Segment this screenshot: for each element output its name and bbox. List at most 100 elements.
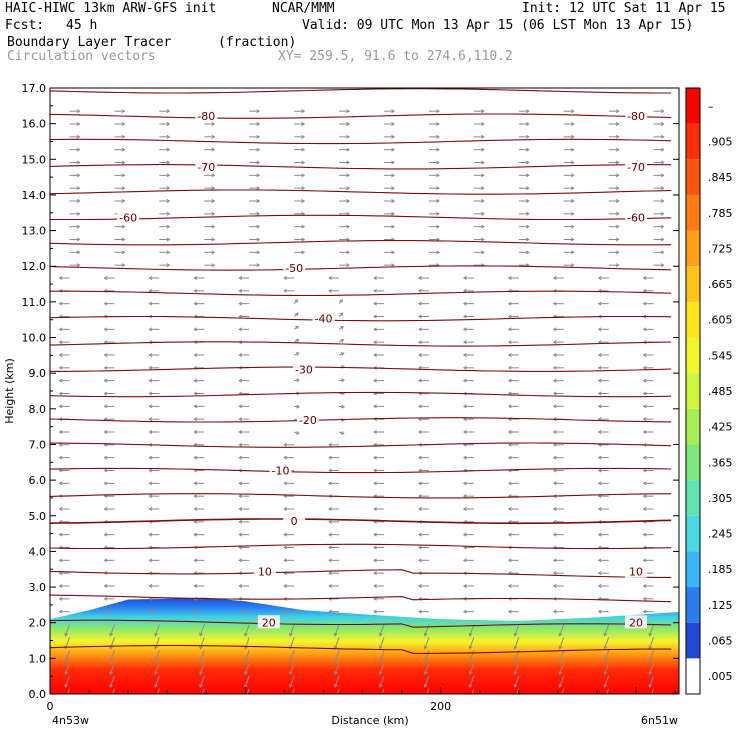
vector-arrowhead [166, 109, 171, 114]
vector-arrowhead [436, 173, 440, 178]
vector-arrowhead [58, 353, 63, 357]
vector-arrowhead [76, 263, 81, 268]
vector-arrowhead [238, 584, 243, 588]
vector-arrowhead [103, 404, 108, 409]
isotherm-line [50, 88, 672, 94]
colorbar-swatch [686, 230, 700, 267]
vector-arrow [426, 688, 430, 694]
vector-arrowhead [121, 173, 126, 178]
forecast-hours: 45 h [66, 18, 98, 33]
vector-arrowhead [283, 276, 288, 280]
vector-arrowhead [373, 288, 377, 293]
colorbar-swatch [686, 194, 700, 231]
vector-arrowhead [103, 327, 108, 332]
vector-arrowhead [615, 237, 620, 242]
vector-arrowhead [148, 609, 153, 614]
vector-arrowhead [256, 199, 261, 203]
vector-arrowhead [166, 147, 171, 152]
vector-arrow [469, 624, 475, 636]
isotherm-line [50, 164, 672, 170]
vector-arrowhead [58, 558, 63, 563]
vector-arrow [109, 649, 115, 662]
vector-arrowhead [660, 263, 665, 268]
y-tick-label: 13.0 [22, 225, 47, 238]
field-units: (fraction) [218, 35, 297, 50]
vector-arrowhead [462, 327, 467, 332]
y-tick-label: 0.0 [29, 688, 47, 701]
vector-arrowhead [76, 134, 81, 139]
vector-arrow [424, 662, 430, 675]
vector-arrowhead [166, 263, 171, 268]
vector-arrowhead [481, 199, 485, 203]
vector-arrowhead [283, 455, 288, 460]
vector-arrowhead [333, 684, 338, 689]
vector-arrowhead [148, 455, 153, 460]
vector-arrowhead [58, 596, 63, 601]
vector-arrow [424, 649, 430, 662]
vector-arrowhead [154, 658, 158, 663]
vector-arrowhead [244, 671, 248, 676]
vector-arrowhead [199, 632, 203, 637]
vector-arrowhead [148, 417, 153, 422]
isotherm-line [50, 417, 672, 423]
vector-arrowhead [256, 134, 261, 139]
vector-arrowhead [109, 632, 114, 637]
vector-arrowhead [648, 658, 653, 663]
vector-arrowhead [436, 122, 440, 126]
vector-arrowhead [289, 684, 293, 689]
colorbar-label: .305 [708, 492, 733, 505]
vector-arrowhead [283, 507, 288, 511]
vector-arrowhead [373, 558, 377, 563]
vector-arrowhead [121, 186, 126, 191]
vector-arrowhead [507, 609, 512, 614]
vector-arrowhead [391, 263, 396, 268]
vector-arrowhead [660, 186, 665, 191]
vector-arrow [199, 649, 205, 662]
vector-arrowhead [58, 378, 63, 383]
vector-arrowhead [346, 224, 351, 229]
vector-arrowhead [615, 224, 620, 229]
vector-arrowhead [417, 378, 422, 383]
vector-arrowhead [481, 160, 485, 165]
vector-arrowhead [109, 658, 114, 663]
isotherm-contours [50, 88, 672, 654]
vector-arrowhead [552, 378, 557, 383]
vector-arrowhead [121, 224, 126, 229]
vector-arrowhead [148, 584, 153, 588]
vector-arrowhead [417, 584, 422, 588]
vector-arrowhead [525, 109, 530, 114]
vector-arrowhead [256, 224, 261, 229]
vector-arrowhead [597, 404, 602, 409]
vector-arrowhead [391, 160, 396, 165]
isotherm-label-bg [269, 463, 292, 477]
vector-arrowhead [462, 481, 467, 486]
vector-arrowhead [462, 609, 467, 614]
vector-arrowhead [507, 404, 512, 409]
isotherm-label: -70 [197, 161, 215, 174]
vector-arrowhead [148, 430, 153, 434]
isotherm-line [50, 594, 672, 603]
isotherm-label: -10 [272, 464, 290, 477]
vector-arrow [559, 675, 565, 688]
vector-arrowhead [417, 276, 422, 280]
colorbar-label: .785 [708, 207, 733, 220]
vector-arrowhead [283, 545, 288, 550]
circulation-vectors [58, 109, 665, 700]
vector-arrowhead [238, 301, 243, 306]
vector-arrowhead [559, 697, 562, 700]
isotherm-label-bg [253, 564, 276, 578]
vector-arrowhead [328, 584, 332, 588]
vector-arrow [514, 675, 520, 688]
vector-arrowhead [417, 404, 422, 409]
vector-arrow [109, 624, 115, 636]
vector-arrow [379, 637, 385, 649]
colorbar-label: .425 [708, 421, 733, 434]
vector-arrowhead [295, 339, 300, 343]
vector-arrowhead [301, 199, 306, 203]
vector-arrowhead [597, 571, 602, 576]
vector-arrow [606, 688, 610, 694]
vector-arrowhead [436, 224, 440, 229]
isotherm-line [50, 113, 672, 119]
vector-arrowhead [436, 134, 440, 139]
vector-arrowhead [256, 211, 261, 216]
